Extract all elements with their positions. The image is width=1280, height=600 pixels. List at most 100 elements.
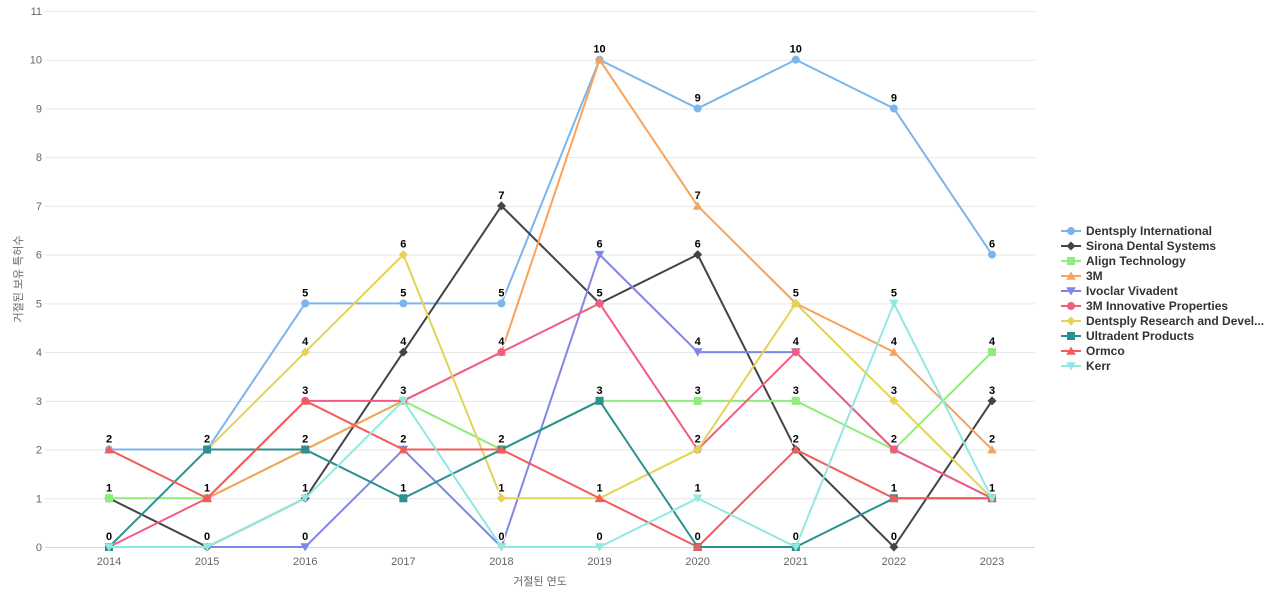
legend-label: Ivoclar Vivadent <box>1086 283 1178 298</box>
legend-label: Dentsply International <box>1086 223 1213 238</box>
data-label: 1 <box>989 482 995 494</box>
data-label: 3 <box>695 385 701 397</box>
data-label: 9 <box>695 92 701 104</box>
data-point-dentsply-research-and-devel <box>889 396 899 406</box>
data-point-dentsply-international <box>988 250 996 259</box>
data-label: 3 <box>793 385 799 397</box>
x-tick-label: 2019 <box>587 556 611 568</box>
x-axis-title: 거절된 연도 <box>513 576 567 588</box>
data-point-ultradent-products <box>399 494 408 503</box>
legend-item-dentsply-research-and-devel[interactable]: Dentsply Research and Devel... <box>1061 313 1264 328</box>
y-tick-label: 3 <box>36 396 42 408</box>
data-label: 5 <box>596 287 602 299</box>
x-tick-label: 2018 <box>489 556 513 568</box>
data-point-3m-innovative-properties <box>889 445 898 454</box>
legend-item-3m-innovative-properties[interactable]: 3M Innovative Properties <box>1061 298 1264 313</box>
legend-item-3m[interactable]: 3M <box>1061 268 1264 283</box>
data-point-ormco <box>790 445 801 454</box>
data-point-dentsply-research-and-devel <box>791 298 801 308</box>
data-label: 2 <box>400 434 406 446</box>
data-point-ormco <box>202 493 212 503</box>
legend-marker-triangle-down-icon <box>1061 286 1081 295</box>
legend-label: Align Technology <box>1086 253 1186 268</box>
data-point-kerr <box>202 543 212 552</box>
legend-item-align-technology[interactable]: Align Technology <box>1061 253 1264 268</box>
data-point-align-technology <box>105 494 113 503</box>
data-label: 1 <box>400 482 406 494</box>
y-tick-label: 10 <box>30 55 42 67</box>
data-label: 10 <box>593 44 605 56</box>
legend: Dentsply International Sirona Dental Syst… <box>1061 223 1264 373</box>
data-point-dentsply-research-and-devel <box>496 493 506 503</box>
series-line-ormco <box>108 399 993 548</box>
legend-item-ivoclar-vivadent[interactable]: Ivoclar Vivadent <box>1061 283 1264 298</box>
data-label: 2 <box>302 434 308 446</box>
data-point-dentsply-international <box>791 55 800 64</box>
x-tick-label: 2017 <box>391 556 415 568</box>
x-tick-label: 2016 <box>293 556 317 568</box>
data-label: 1 <box>596 482 602 494</box>
y-tick-label: 8 <box>36 152 42 164</box>
data-point-sirona-dental-systems <box>496 201 506 211</box>
data-label: 1 <box>302 482 308 494</box>
legend-marker-triangle-down-icon <box>1061 361 1081 370</box>
legend-item-sirona-dental-systems[interactable]: Sirona Dental Systems <box>1061 238 1264 253</box>
legend-label: 3M <box>1086 268 1103 283</box>
data-point-ormco <box>398 445 409 454</box>
data-point-ultradent-products <box>203 445 212 454</box>
x-tick-label: 2021 <box>784 556 808 568</box>
data-label: 4 <box>989 336 996 348</box>
data-point-3m <box>987 445 997 454</box>
y-tick-label: 1 <box>36 493 42 505</box>
data-label: 5 <box>498 287 504 299</box>
y-tick-label: 6 <box>36 250 42 262</box>
data-label: 4 <box>400 336 407 348</box>
data-label: 6 <box>596 239 602 251</box>
data-label: 3 <box>400 385 406 397</box>
data-label: 5 <box>400 287 406 299</box>
data-label: 6 <box>400 239 406 251</box>
data-label: 3 <box>891 385 897 397</box>
legend-marker-circle-icon <box>1061 226 1081 235</box>
legend-label: Kerr <box>1086 358 1111 373</box>
legend-item-kerr[interactable]: Kerr <box>1061 358 1264 373</box>
legend-item-ormco[interactable]: Ormco <box>1061 343 1264 358</box>
legend-item-ultradent-products[interactable]: Ultradent Products <box>1061 328 1264 343</box>
data-point-ivoclar-vivadent <box>692 348 703 357</box>
data-point-ormco <box>300 396 311 405</box>
data-label: 9 <box>891 92 897 104</box>
y-tick-label: 7 <box>36 201 42 213</box>
y-tick-label: 11 <box>31 6 42 18</box>
y-tick-label: 5 <box>36 298 42 310</box>
data-point-kerr <box>790 543 801 552</box>
data-point-kerr <box>987 494 997 503</box>
data-point-sirona-dental-systems <box>987 396 997 406</box>
data-point-ormco <box>889 493 899 503</box>
data-point-dentsply-research-and-devel <box>300 347 310 357</box>
data-point-3m <box>692 201 703 210</box>
data-label: 0 <box>695 531 701 543</box>
series-line-dentsply-international <box>108 58 993 451</box>
data-label: 4 <box>498 336 505 348</box>
legend-item-dentsply-international[interactable]: Dentsply International <box>1061 223 1264 238</box>
legend-label: 3M Innovative Properties <box>1086 298 1229 313</box>
data-label: 1 <box>891 482 897 494</box>
data-point-3m-innovative-properties <box>791 348 800 357</box>
legend-marker-diamond-icon <box>1061 316 1081 325</box>
legend-marker-circle-icon <box>1061 301 1081 310</box>
data-label: 1 <box>204 482 210 494</box>
x-tick-label: 2015 <box>195 556 219 568</box>
data-point-dentsply-research-and-devel <box>693 445 703 455</box>
data-label: 10 <box>790 44 802 56</box>
data-point-align-technology <box>693 396 702 405</box>
data-label: 4 <box>302 336 309 348</box>
y-tick-label: 2 <box>36 445 42 457</box>
data-point-dentsply-international <box>889 104 898 113</box>
series-line-sirona-dental-systems <box>108 204 993 548</box>
data-label: 2 <box>793 434 799 446</box>
data-point-ultradent-products <box>301 445 310 454</box>
legend-marker-square-icon <box>1061 331 1081 340</box>
data-label: 0 <box>302 531 308 543</box>
data-point-dentsply-international <box>497 299 506 308</box>
data-label: 0 <box>891 531 897 543</box>
